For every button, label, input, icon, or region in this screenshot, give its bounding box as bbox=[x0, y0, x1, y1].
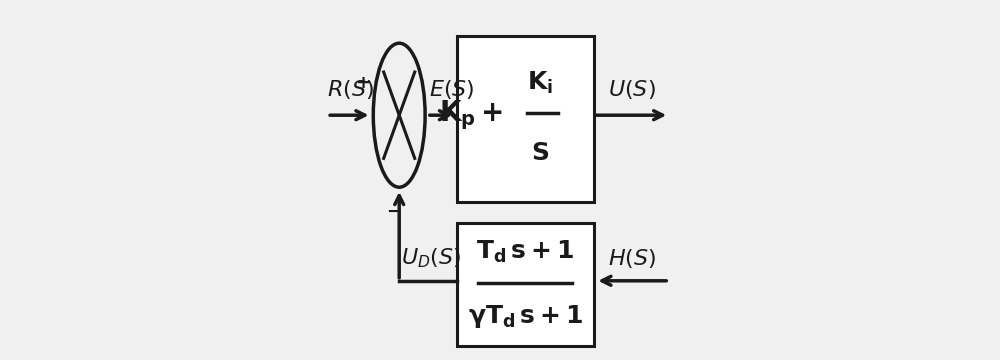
Text: $\mathbf{T_d\,s + 1}$: $\mathbf{T_d\,s + 1}$ bbox=[476, 239, 574, 265]
Text: $\mathbf{K_p + }$: $\mathbf{K_p + }$ bbox=[439, 98, 504, 132]
Text: $\mathbf{+}$: $\mathbf{+}$ bbox=[355, 74, 370, 92]
Text: $\mathbf{\gamma T_d\,s + 1}$: $\mathbf{\gamma T_d\,s + 1}$ bbox=[468, 303, 583, 330]
Text: $\mathbf{\mathit{U_D(S)}}$: $\mathbf{\mathit{U_D(S)}}$ bbox=[401, 246, 461, 270]
Text: $\mathbf{S}$: $\mathbf{S}$ bbox=[531, 141, 549, 165]
Bar bbox=[457, 36, 594, 202]
Text: $\mathbf{\mathit{R(S)}}$: $\mathbf{\mathit{R(S)}}$ bbox=[327, 78, 374, 101]
Text: $\mathbf{\mathit{U(S)}}$: $\mathbf{\mathit{U(S)}}$ bbox=[608, 78, 656, 101]
Text: $\mathbf{K_i}$: $\mathbf{K_i}$ bbox=[527, 70, 553, 96]
Bar bbox=[457, 223, 594, 346]
Text: $\mathbf{\mathit{H(S)}}$: $\mathbf{\mathit{H(S)}}$ bbox=[608, 247, 656, 270]
Text: $\mathbf{\mathit{E(S)}}$: $\mathbf{\mathit{E(S)}}$ bbox=[429, 78, 474, 101]
Text: $\mathbf{-}$: $\mathbf{-}$ bbox=[386, 202, 402, 220]
